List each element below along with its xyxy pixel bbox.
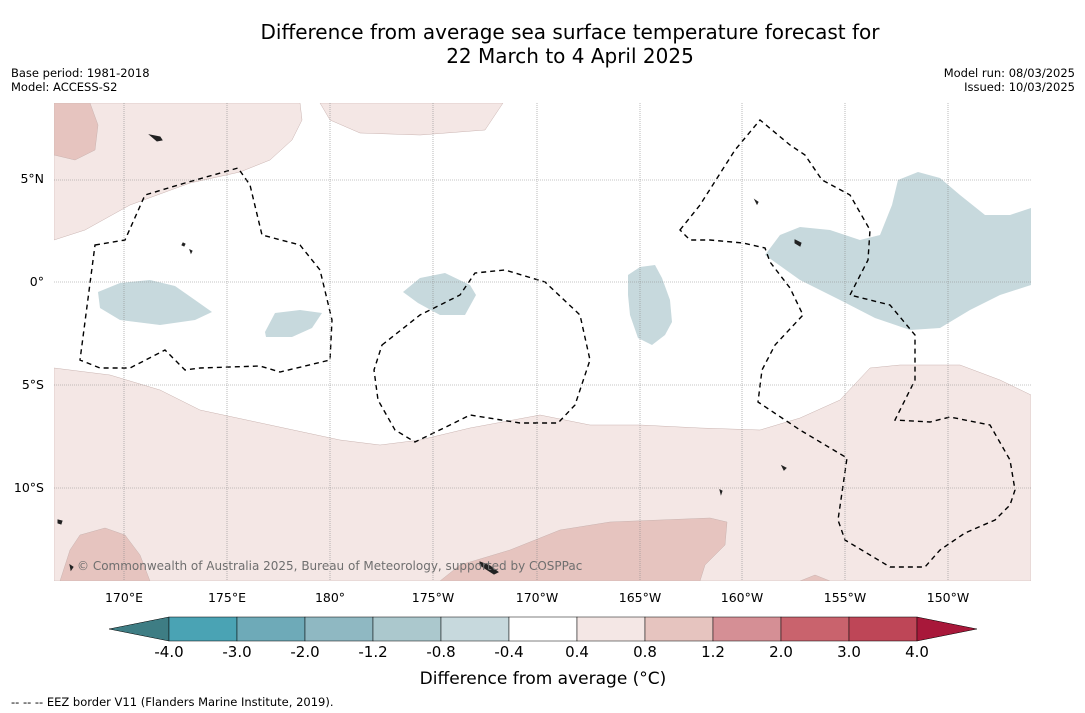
map-title: Difference from average sea surface temp… <box>0 20 1085 68</box>
colorbar-tick-label: 4.0 <box>905 643 929 661</box>
colorbar-bin <box>576 616 646 642</box>
colorbar-tick-label: -4.0 <box>154 643 184 661</box>
lon-label-180: 180° <box>315 590 345 605</box>
lon-label-150w: 150°W <box>927 590 969 605</box>
warm-patch-southeast <box>799 574 831 581</box>
warm-region-south <box>54 364 1031 581</box>
model-name: Model: ACCESS-S2 <box>11 80 118 94</box>
cool-region-west <box>98 280 212 325</box>
cool-region-east-small <box>628 265 672 345</box>
title-line-2: 22 March to 4 April 2025 <box>446 44 694 68</box>
lon-label-170e: 170°E <box>105 590 143 605</box>
map-gridlines <box>54 103 1031 581</box>
cool-region-central <box>403 273 476 315</box>
colorbar-tick-label: -3.0 <box>222 643 252 661</box>
colorbar-bin <box>712 616 782 642</box>
eez-border-gilbert-islands <box>79 167 333 373</box>
colorbar-tick-label: -0.4 <box>494 643 524 661</box>
colorbar-bin <box>780 616 850 642</box>
colorbar-bin <box>304 616 374 642</box>
base-info: Base period: 1981-2018 Model: ACCESS-S2 <box>11 66 150 94</box>
base-period: Base period: 1981-2018 <box>11 66 150 80</box>
warm-patch-corner <box>54 103 99 161</box>
lat-label-5s: 5°S <box>22 377 44 392</box>
lat-label-equator: 0° <box>30 274 44 289</box>
colorbar-extend-high <box>916 616 978 642</box>
lon-label-170w: 170°W <box>516 590 558 605</box>
lon-label-175e: 175°E <box>208 590 246 605</box>
lon-label-165w: 165°W <box>619 590 661 605</box>
colorbar-bin <box>644 616 714 642</box>
issued-date: Issued: 10/03/2025 <box>964 80 1075 94</box>
eez-border-line-islands <box>679 119 1016 568</box>
colorbar-bin <box>508 616 578 642</box>
cool-region-west-small <box>265 310 322 337</box>
colorbar-bin <box>236 616 306 642</box>
eez-borders <box>79 119 1016 568</box>
model-run-date: Model run: 08/03/2025 <box>943 66 1075 80</box>
eez-border-phoenix-islands <box>373 269 591 443</box>
colorbar-tick-label: 2.0 <box>769 643 793 661</box>
run-info: Model run: 08/03/2025 Issued: 10/03/2025 <box>944 66 1075 94</box>
lat-label-5n: 5°N <box>20 171 44 186</box>
copyright-notice: © Commonwealth of Australia 2025, Bureau… <box>77 559 582 573</box>
colorbar-tick-label: -2.0 <box>290 643 320 661</box>
colorbar-bin <box>168 616 238 642</box>
warm-patch-south <box>439 517 728 581</box>
colorbar-tick-label: 3.0 <box>837 643 861 661</box>
warm-patch-southwest <box>59 527 151 581</box>
title-line-1: Difference from average sea surface temp… <box>260 20 880 44</box>
colorbar-tick-label: 1.2 <box>701 643 725 661</box>
lon-label-155w: 155°W <box>824 590 866 605</box>
lat-label-10s: 10°S <box>14 480 44 495</box>
colorbar-tick-label: 0.8 <box>633 643 657 661</box>
colorbar <box>108 616 978 642</box>
map-area <box>54 103 1031 581</box>
colorbar-tick-label: -0.8 <box>426 643 456 661</box>
island-outlines <box>57 134 802 575</box>
colorbar-bin <box>372 616 442 642</box>
eez-legend-note: -- -- -- EEZ border V11 (Flanders Marine… <box>11 695 334 709</box>
colorbar-bin <box>848 616 918 642</box>
colorbar-tick-label: -1.2 <box>358 643 388 661</box>
colorbar-bin <box>440 616 510 642</box>
lon-label-175w: 175°W <box>412 590 454 605</box>
colorbar-title: Difference from average (°C) <box>419 669 667 689</box>
cool-region-east <box>765 172 1031 330</box>
colorbar-tick-label: 0.4 <box>565 643 589 661</box>
lon-label-160w: 160°W <box>721 590 763 605</box>
colorbar-extend-low <box>108 616 170 642</box>
